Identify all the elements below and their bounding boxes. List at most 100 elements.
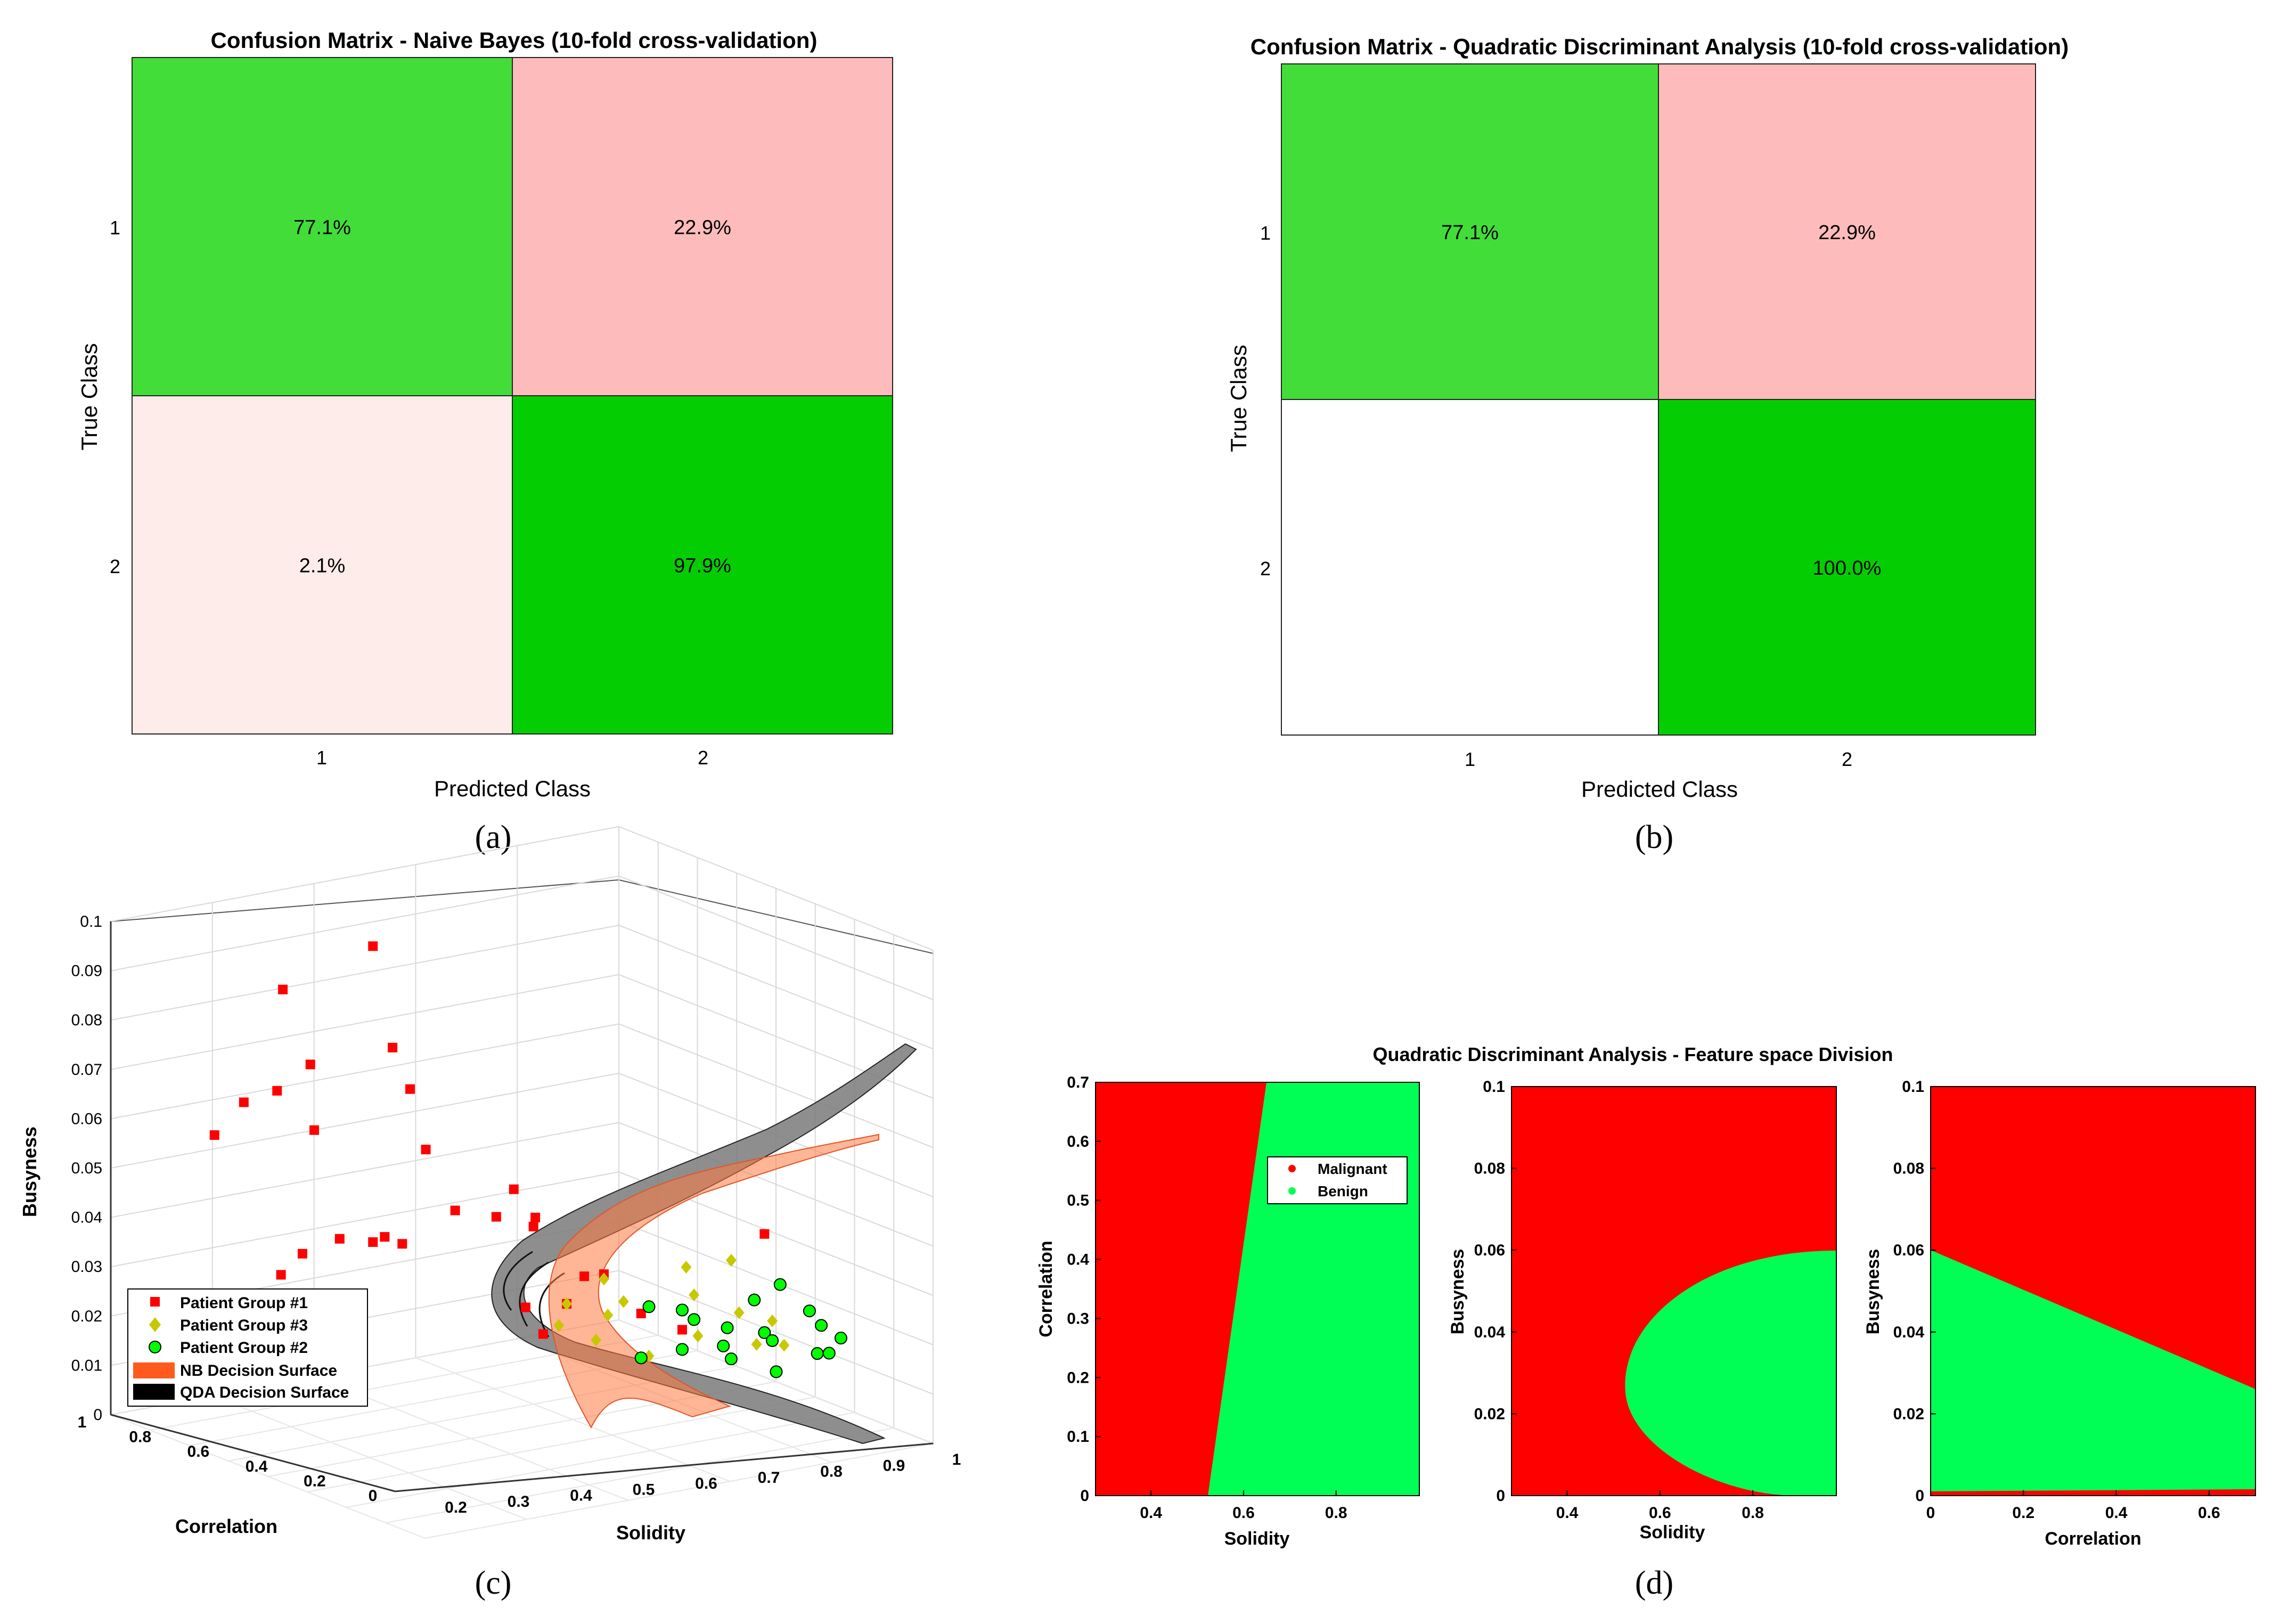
y-tick-label: 0.06 xyxy=(1474,1242,1505,1259)
grid-line xyxy=(415,1357,730,1482)
y-tick-label: 0 xyxy=(1915,1487,1924,1505)
z-tick-label: 0.06 xyxy=(71,1110,102,1128)
point-group1 xyxy=(405,1084,415,1094)
y-tick-label: 0.08 xyxy=(1474,1160,1505,1178)
matrix-cell xyxy=(1658,63,2036,400)
panel-label: (b) xyxy=(1635,819,1673,855)
x-tick-label: 0.5 xyxy=(633,1481,655,1498)
y-axis-label: Correlation xyxy=(175,1515,277,1537)
y-tick-label: 0.5 xyxy=(1067,1192,1089,1210)
x-tick-label: 0.6 xyxy=(1232,1504,1255,1522)
point-group1 xyxy=(579,1271,590,1282)
point-group3 xyxy=(751,1337,762,1351)
matrix-cell xyxy=(1281,399,1659,736)
point-group3 xyxy=(733,1306,745,1319)
x-tick-label: 0.9 xyxy=(883,1457,905,1474)
grid-line xyxy=(424,1443,934,1539)
point-group2 xyxy=(803,1304,816,1318)
point-group3 xyxy=(767,1314,778,1327)
point-group2 xyxy=(721,1321,734,1334)
y-tick-label: 0.4 xyxy=(1067,1251,1089,1269)
grid-line xyxy=(307,1397,815,1492)
3d-scatter-decision-surfaces: 0 0.01 0.02 0.03 0.04 0.05 0.06 0.07 0.08 0.09 0.1… xyxy=(19,826,961,1601)
axes-frame xyxy=(1511,1086,1837,1496)
z-tick-label: 0.01 xyxy=(71,1357,102,1374)
point-group1 xyxy=(209,1130,219,1140)
legend: Patient Group #1 Patient Group #3 Patien… xyxy=(127,1288,368,1407)
point-group1 xyxy=(528,1221,538,1231)
z-tick-label: 0.03 xyxy=(71,1258,102,1276)
legend-marker-benign xyxy=(1288,1187,1296,1195)
point-group2 xyxy=(748,1293,761,1307)
legend-label: QDA Decision Surface xyxy=(180,1384,349,1401)
y-tick-label: 0.04 xyxy=(1474,1324,1506,1341)
point-group1 xyxy=(297,1248,307,1259)
y-tick-label: 0.1 xyxy=(1902,1078,1924,1096)
point-group3 xyxy=(689,1288,700,1302)
y-axis-label: True Class xyxy=(77,343,102,451)
point-group2 xyxy=(688,1313,701,1326)
x-tick-label: 0.6 xyxy=(1649,1504,1671,1522)
y-tick-label: 1 xyxy=(78,1414,87,1431)
y-tick-label: 0.2 xyxy=(1067,1369,1089,1386)
point-group3 xyxy=(779,1339,790,1352)
y-tick-label: 0.6 xyxy=(187,1443,210,1460)
cell-value-label: 22.9% xyxy=(1818,222,1876,244)
z-tick-label: 0 xyxy=(93,1406,102,1424)
point-group1 xyxy=(397,1239,407,1249)
z-tick-label: 0.09 xyxy=(71,962,102,980)
axes-frame xyxy=(1095,1082,1420,1496)
point-group1 xyxy=(272,1086,282,1096)
point-group1 xyxy=(388,1042,398,1052)
point-group1 xyxy=(421,1145,431,1155)
point-group2 xyxy=(724,1352,738,1366)
grid-line xyxy=(618,1319,934,1444)
grid-line xyxy=(386,1427,894,1523)
point-group1 xyxy=(530,1212,541,1222)
x-axis-label: Correlation xyxy=(2045,1529,2141,1549)
panel-label: (d) xyxy=(1635,1565,1673,1601)
x-tick-label: 0 xyxy=(1926,1504,1935,1522)
z-tick-label: 0.02 xyxy=(71,1308,102,1325)
benign-region xyxy=(1625,1251,1836,1496)
y-axis-label: Busyness xyxy=(1863,1249,1883,1335)
x-tick-label: 0.2 xyxy=(2012,1504,2034,1522)
confusion-matrix-qda: Confusion Matrix - Quadratic Discriminan… xyxy=(1226,34,2069,855)
x-tick-label: 1 xyxy=(1465,748,1475,770)
y-tick-label: 0.1 xyxy=(1483,1078,1505,1096)
legend-patch-nb xyxy=(133,1362,175,1378)
matrix-cell xyxy=(1658,399,2036,736)
x-axis-label: Solidity xyxy=(616,1522,685,1544)
z-axis-label: Busyness xyxy=(19,1127,40,1217)
y-tick-label: 0.02 xyxy=(1474,1405,1505,1423)
x-axis-label: Solidity xyxy=(1224,1529,1290,1549)
point-group2 xyxy=(773,1278,787,1291)
confusion-matrix-naive-bayes: Confusion Matrix - Naive Bayes (10-fold … xyxy=(77,28,893,855)
z-tick-label: 0.07 xyxy=(71,1061,102,1079)
y-tick-label: 1 xyxy=(1260,222,1271,244)
legend-patch-qda xyxy=(133,1384,175,1400)
z-tick-label: 0.05 xyxy=(71,1160,102,1177)
point-group1 xyxy=(368,941,378,951)
nb-decision-surface xyxy=(548,1133,879,1429)
subplot-correlation-busyness: 0 0.2 0.4 0.6 0 0.02 0.04 0.06 0.08 0.1 Correlati… xyxy=(1863,1078,2256,1549)
x-tick-label: 1 xyxy=(316,747,327,769)
y-tick-label: 0.08 xyxy=(1893,1160,1924,1178)
y-tick-label: 0.04 xyxy=(1893,1324,1925,1341)
point-group1 xyxy=(491,1212,501,1222)
point-group3 xyxy=(618,1295,629,1308)
x-tick-label: 0.6 xyxy=(695,1475,717,1492)
point-group1 xyxy=(309,1125,320,1135)
point-group2 xyxy=(815,1319,828,1332)
point-group1 xyxy=(334,1234,345,1244)
point-group3 xyxy=(602,1309,614,1322)
x-tick-label: 0.4 xyxy=(570,1487,592,1505)
point-group3 xyxy=(681,1261,692,1274)
point-group2 xyxy=(642,1300,656,1313)
legend-label: Patient Group #3 xyxy=(180,1317,308,1334)
point-group3 xyxy=(553,1319,565,1332)
point-group1 xyxy=(509,1184,519,1194)
y-tick-label: 0.7 xyxy=(1067,1074,1089,1091)
y-tick-label: 0.4 xyxy=(246,1458,268,1475)
point-group2 xyxy=(811,1347,824,1360)
